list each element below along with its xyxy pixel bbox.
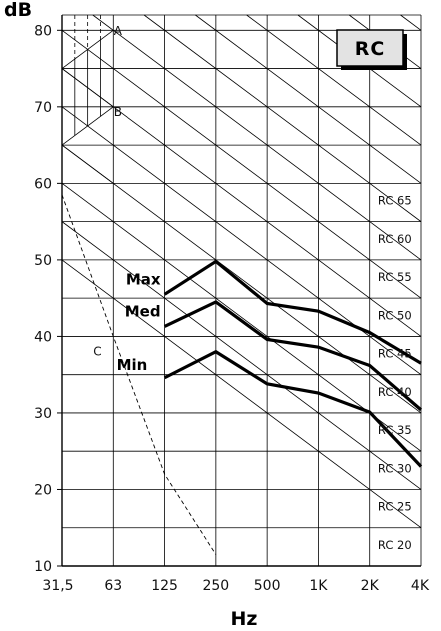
rc-curve-label: RC 40 bbox=[378, 385, 412, 399]
series-line-max bbox=[163, 259, 422, 365]
y-tick-label: 70 bbox=[34, 100, 52, 116]
rc-curve-label: RC 50 bbox=[378, 308, 412, 322]
rc-badge-box bbox=[336, 29, 404, 67]
rc-curve-label: RC 25 bbox=[378, 500, 412, 514]
label-layer: 10 20 30 40 50 60 70 80 31,5 63 125 250 500 1K 2K 4K RC … bbox=[34, 23, 430, 594]
rc-diagonal-line bbox=[195, 14, 422, 184]
x-tick-label: 125 bbox=[151, 578, 178, 594]
rc-diagonal-line bbox=[143, 14, 422, 222]
rc-diagonal-line bbox=[61, 221, 422, 490]
rc-badge-text: RC bbox=[355, 38, 386, 60]
x-tick-label: 63 bbox=[104, 578, 122, 594]
region-label: C bbox=[93, 345, 101, 359]
region-fan-line bbox=[61, 144, 114, 184]
rc-curve-label: RC 20 bbox=[378, 538, 412, 552]
series-label: Max bbox=[126, 270, 161, 288]
rc-curve-label: RC 65 bbox=[378, 194, 412, 208]
rc-diagonal-line bbox=[400, 14, 422, 31]
y-tick-label: 60 bbox=[34, 176, 52, 192]
x-tick-label: 4K bbox=[411, 578, 430, 594]
y-tick-label: 20 bbox=[34, 482, 52, 498]
rc-curve-label: RC 35 bbox=[378, 423, 412, 437]
rc-diagonal-line bbox=[61, 144, 422, 414]
x-tick-label: 2K bbox=[361, 578, 380, 594]
x-tick-label: 31,5 bbox=[42, 578, 73, 594]
region-fan-line bbox=[61, 106, 114, 146]
rc-diagonal-line bbox=[246, 14, 422, 146]
rc-curve-label: RC 30 bbox=[378, 461, 412, 475]
y-axis-title: dB bbox=[4, 0, 32, 21]
y-tick-label: 40 bbox=[34, 329, 52, 345]
rc-diagonal-line bbox=[92, 14, 422, 261]
rc-diagonal-line bbox=[61, 259, 422, 529]
rc-diagonal-line bbox=[61, 106, 422, 376]
rc-curve-label: RC 55 bbox=[378, 270, 412, 284]
series-label: Min bbox=[117, 356, 148, 374]
region-label: A bbox=[114, 24, 123, 38]
rc-curve-label: RC 45 bbox=[378, 347, 412, 361]
y-tick-label: 30 bbox=[34, 406, 52, 422]
rc-diagonal-line bbox=[61, 29, 422, 299]
rc-badge: RC bbox=[336, 29, 407, 70]
x-tick-label: 250 bbox=[202, 578, 229, 594]
x-tick-label: 500 bbox=[254, 578, 281, 594]
region-ab-layer bbox=[61, 15, 217, 555]
region-label: B bbox=[114, 105, 122, 119]
y-tick-label: 50 bbox=[34, 253, 52, 269]
y-tick-label: 10 bbox=[34, 559, 52, 575]
series-layer bbox=[163, 259, 423, 468]
rc-diagonal-line bbox=[61, 68, 422, 337]
threshold-curve-c bbox=[61, 194, 217, 555]
series-line-med bbox=[163, 300, 423, 412]
x-tick-label: 1K bbox=[309, 578, 328, 594]
x-axis-title: Hz bbox=[231, 608, 258, 630]
grid-layer bbox=[57, 14, 422, 567]
series-line-min bbox=[163, 349, 423, 468]
series-label: Med bbox=[125, 302, 161, 320]
y-tick-label: 80 bbox=[34, 23, 52, 39]
rc-diagonal-line bbox=[61, 183, 422, 452]
rc-curve-label: RC 60 bbox=[378, 232, 412, 246]
